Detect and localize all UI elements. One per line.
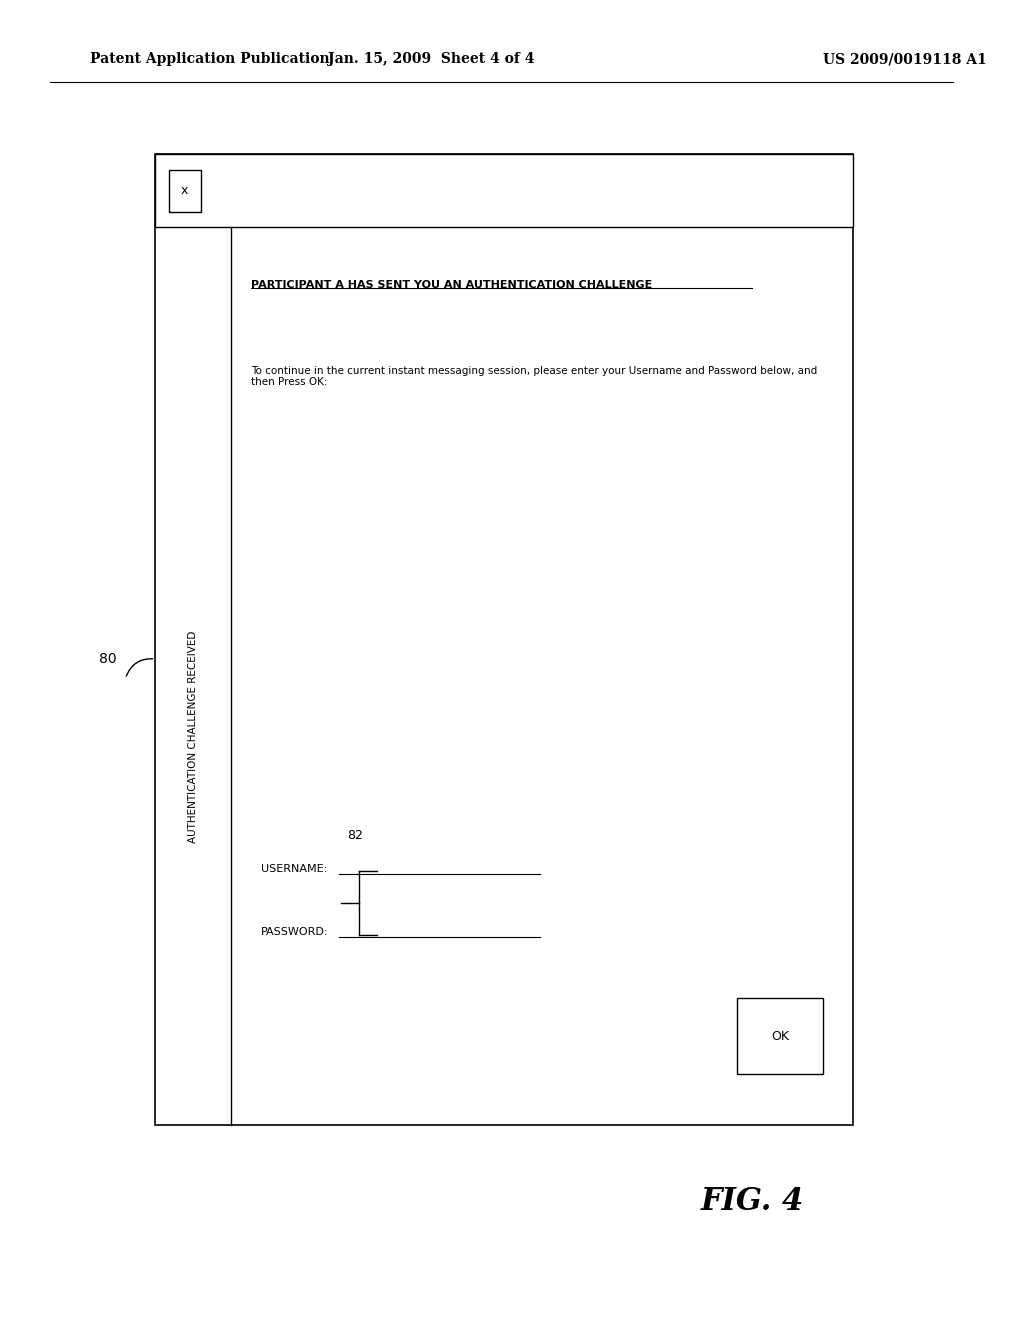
Bar bbox=[169, 170, 201, 213]
Bar bbox=[737, 998, 822, 1074]
Text: FIG. 4: FIG. 4 bbox=[700, 1185, 804, 1217]
Text: 80: 80 bbox=[98, 652, 116, 667]
Text: US 2009/0019118 A1: US 2009/0019118 A1 bbox=[822, 53, 986, 66]
Text: OK: OK bbox=[771, 1030, 788, 1043]
Text: AUTHENTICATION CHALLENGE RECEIVED: AUTHENTICATION CHALLENGE RECEIVED bbox=[188, 631, 198, 842]
Bar bbox=[156, 154, 853, 1125]
Text: USERNAME:: USERNAME: bbox=[261, 863, 327, 874]
Text: Patent Application Publication: Patent Application Publication bbox=[90, 53, 330, 66]
Text: 82: 82 bbox=[347, 829, 364, 842]
Text: x: x bbox=[181, 185, 188, 197]
Text: To continue in the current instant messaging session, please enter your Username: To continue in the current instant messa… bbox=[251, 366, 817, 387]
Text: PARTICIPANT A HAS SENT YOU AN AUTHENTICATION CHALLENGE: PARTICIPANT A HAS SENT YOU AN AUTHENTICA… bbox=[251, 280, 652, 290]
Text: Jan. 15, 2009  Sheet 4 of 4: Jan. 15, 2009 Sheet 4 of 4 bbox=[328, 53, 535, 66]
Text: PASSWORD:: PASSWORD: bbox=[261, 927, 329, 937]
Bar bbox=[156, 154, 853, 227]
